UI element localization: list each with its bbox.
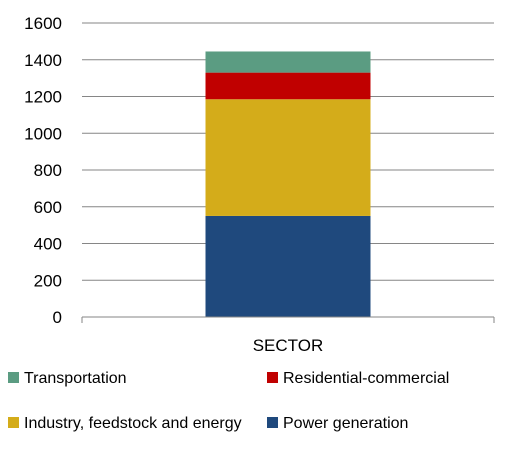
y-tick-label: 400 <box>34 235 62 254</box>
x-axis: SECTOR <box>81 316 495 355</box>
y-tick-label: 1000 <box>24 124 62 143</box>
y-tick-label: 200 <box>34 271 62 290</box>
y-tick-label: 1200 <box>24 88 62 107</box>
stacked-bars <box>205 51 371 317</box>
legend-label: Transportation <box>24 370 127 387</box>
bar-segment-power-generation <box>205 215 371 317</box>
legend: Transportation Residential-commercial Indu… <box>8 370 449 432</box>
legend-swatch <box>267 417 278 428</box>
legend-swatch <box>8 417 19 428</box>
legend-label: Industry, feedstock and energy <box>24 415 242 432</box>
y-tick-label: 1600 <box>24 14 62 33</box>
bar-segment-residential-commercial <box>205 72 371 100</box>
y-tick-label: 0 <box>53 308 62 327</box>
y-tick-label: 800 <box>34 161 62 180</box>
y-axis-ticks: 0 200 400 600 800 1000 1200 1400 1600 <box>24 14 62 327</box>
y-tick-label: 600 <box>34 198 62 217</box>
legend-swatch <box>267 372 278 383</box>
x-category-label: SECTOR <box>253 336 324 355</box>
legend-swatch <box>8 372 19 383</box>
y-tick-label: 1400 <box>24 51 62 70</box>
legend-label: Power generation <box>283 415 408 432</box>
legend-label: Residential-commercial <box>283 370 449 387</box>
bar-segment-industry-feedstock-and-energy <box>205 99 371 216</box>
bar-segment-transportation <box>205 51 371 73</box>
